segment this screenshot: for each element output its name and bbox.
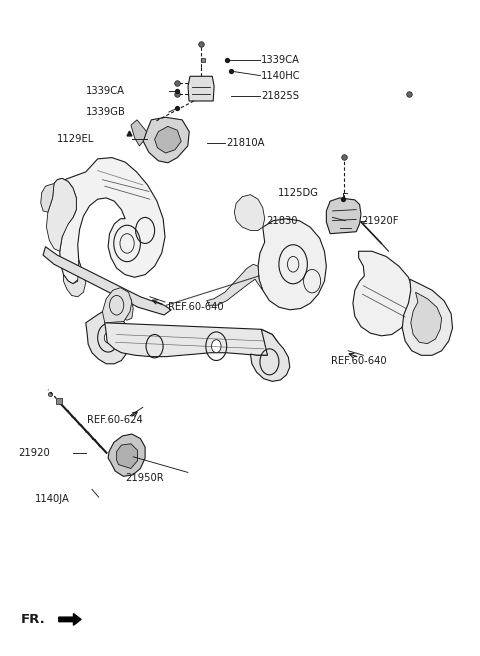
Polygon shape: [63, 260, 86, 297]
Text: 1140HC: 1140HC: [261, 71, 301, 81]
Text: 21825S: 21825S: [261, 91, 300, 101]
Polygon shape: [43, 247, 171, 315]
Text: FR.: FR.: [21, 613, 46, 626]
Polygon shape: [411, 292, 442, 344]
Polygon shape: [234, 195, 264, 230]
Text: REF.60-640: REF.60-640: [168, 302, 224, 312]
Circle shape: [212, 340, 221, 353]
Polygon shape: [105, 323, 278, 357]
Polygon shape: [108, 434, 145, 476]
Text: REF.60-640: REF.60-640: [331, 356, 387, 365]
Polygon shape: [143, 117, 189, 163]
Polygon shape: [353, 251, 413, 336]
Polygon shape: [258, 218, 326, 310]
Polygon shape: [402, 279, 453, 356]
Text: REF.60-624: REF.60-624: [87, 415, 143, 425]
Polygon shape: [155, 127, 181, 153]
Polygon shape: [47, 178, 76, 251]
Text: 1129EL: 1129EL: [57, 134, 95, 144]
FancyArrow shape: [59, 613, 81, 625]
Polygon shape: [131, 120, 146, 146]
Text: 1339CA: 1339CA: [86, 85, 125, 96]
Text: 1125DG: 1125DG: [278, 188, 319, 197]
Polygon shape: [54, 157, 165, 284]
Text: 21920F: 21920F: [361, 216, 398, 226]
Polygon shape: [41, 184, 54, 213]
Text: 21830: 21830: [266, 216, 298, 226]
Polygon shape: [86, 312, 130, 364]
Polygon shape: [207, 264, 263, 305]
Text: 1339CA: 1339CA: [261, 55, 300, 65]
Text: 21950R: 21950R: [125, 472, 164, 483]
Text: 1339GB: 1339GB: [86, 107, 126, 117]
Text: 21920: 21920: [18, 448, 50, 458]
Circle shape: [104, 333, 112, 343]
Polygon shape: [120, 298, 133, 320]
Polygon shape: [188, 76, 214, 101]
Polygon shape: [251, 329, 290, 381]
Polygon shape: [326, 198, 361, 234]
Text: 1140JA: 1140JA: [35, 494, 70, 504]
Polygon shape: [102, 288, 132, 323]
Text: 21810A: 21810A: [226, 138, 264, 148]
Polygon shape: [117, 443, 137, 468]
